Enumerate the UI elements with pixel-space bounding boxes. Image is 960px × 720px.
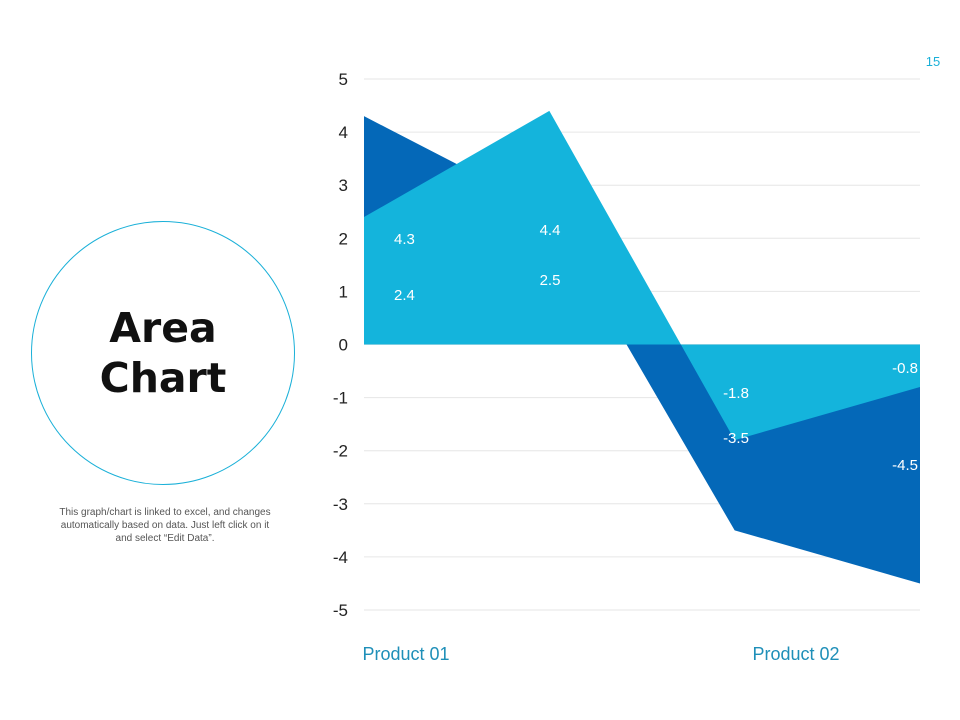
y-tick-label: -1 bbox=[333, 389, 348, 408]
page-number: 15 bbox=[925, 54, 941, 69]
y-tick-label: -3 bbox=[333, 495, 348, 514]
chart-note: This graph/chart is linked to excel, and… bbox=[59, 507, 271, 544]
data-label: -1.8 bbox=[723, 385, 749, 402]
data-label: -3.5 bbox=[723, 430, 749, 447]
y-tick-label: -4 bbox=[333, 548, 348, 567]
data-label: -0.8 bbox=[892, 360, 918, 377]
area-series-2[interactable] bbox=[364, 110, 920, 441]
title-circle: Area Chart bbox=[31, 221, 295, 485]
y-tick-label: 5 bbox=[339, 70, 348, 89]
y-tick-label: 0 bbox=[339, 336, 348, 355]
data-label: -4.5 bbox=[892, 457, 918, 474]
x-category-label: Product 01 bbox=[362, 644, 449, 664]
y-tick-label: 4 bbox=[339, 123, 348, 142]
data-label: 2.4 bbox=[394, 287, 415, 304]
y-tick-label: -5 bbox=[333, 601, 348, 620]
x-category-label: Product 02 bbox=[752, 644, 839, 664]
data-label: 4.4 bbox=[540, 222, 561, 239]
data-label: 4.3 bbox=[394, 231, 415, 248]
y-tick-label: 1 bbox=[339, 282, 348, 301]
y-tick-label: 2 bbox=[339, 229, 348, 248]
y-tick-label: 3 bbox=[339, 176, 348, 195]
data-label: 2.5 bbox=[540, 272, 561, 289]
slide-title: Area Chart bbox=[99, 304, 227, 402]
y-tick-label: -2 bbox=[333, 442, 348, 461]
